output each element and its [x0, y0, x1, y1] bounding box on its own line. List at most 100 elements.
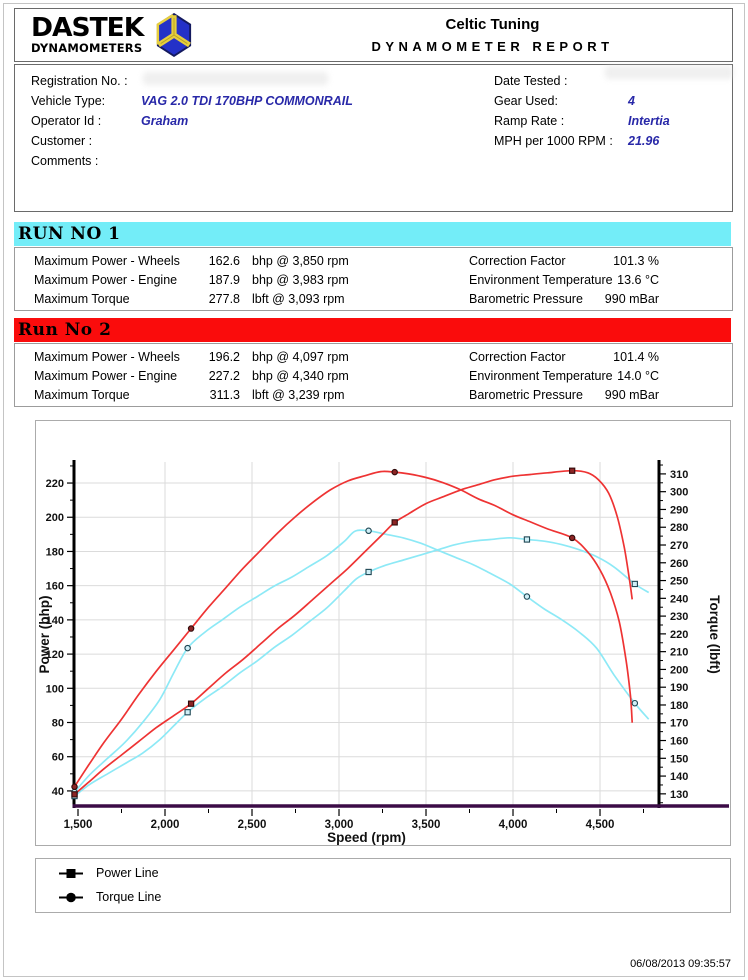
info-row: Date Tested : [494, 74, 670, 94]
torque-tick-label: 230 [670, 611, 688, 623]
dyno-chart: 40 60 80 100 120 140 160 180 200 220 130 140 150 160 1… [35, 420, 731, 846]
stat-row: Environment Temperature 14.0 °C [469, 369, 659, 388]
redacted-date-value [605, 66, 733, 79]
stats-column-right: Correction Factor 101.3 % Environment Temp… [469, 254, 659, 311]
power-marker [631, 580, 638, 588]
power-marker [523, 536, 531, 543]
dastek-logo: DASTEK DYNAMOMETERS [31, 13, 193, 57]
power-tick-label: 220 [46, 478, 64, 490]
run2-title: Run No 2 [18, 320, 112, 340]
legend-label: Power Line [96, 866, 159, 880]
info-row: Customer : [31, 134, 353, 154]
info-column-left: Registration No. : Vehicle Type: VAG 2.0 T… [31, 74, 353, 174]
info-label: Operator Id : [31, 114, 102, 128]
info-row: Vehicle Type: VAG 2.0 TDI 170BHP COMMONRA… [31, 94, 353, 114]
company-name: Celtic Tuning [445, 16, 540, 33]
torque-axis-title: Torque (lbft) [707, 595, 722, 673]
info-value: Graham [141, 114, 189, 128]
info-row: MPH per 1000 RPM : 21.96 [494, 134, 670, 154]
info-value: VAG 2.0 TDI 170BHP COMMONRAIL [141, 94, 353, 108]
info-row: Operator Id : Graham [31, 114, 353, 134]
stat-row: Maximum Power - Wheels 162.6 bhp @ 3,850 r… [34, 254, 349, 273]
stat-row: Barometric Pressure 990 mBar [469, 388, 659, 407]
stat-value: 277.8 [208, 292, 240, 306]
stat-value: 101.3 % [613, 254, 659, 268]
square-marker-icon [59, 868, 83, 878]
x-tick-label: 4,000 [499, 819, 528, 831]
stat-row: Maximum Torque 277.8 lbft @ 3,093 rpm [34, 292, 349, 311]
torque-tick-label: 240 [670, 593, 688, 605]
vehicle-info-panel: Registration No. : Vehicle Type: VAG 2.0 T… [14, 64, 733, 212]
stat-value: 187.9 [208, 273, 240, 287]
info-value: 4 [628, 94, 635, 108]
chart-legend: Power Line Torque Line [35, 858, 731, 913]
curve-run-1-torque [73, 529, 650, 793]
power-tick-label: 40 [52, 786, 64, 798]
stat-label: Maximum Power - Engine [34, 273, 178, 287]
x-tick-label: 2,000 [151, 819, 180, 831]
power-tick-label: 200 [46, 512, 64, 524]
torque-tick-label: 190 [670, 682, 688, 694]
torque-tick-label: 290 [670, 504, 688, 516]
redacted-registration-value [143, 72, 328, 85]
power-tick-label: 180 [46, 546, 64, 558]
torque-marker [365, 527, 372, 535]
info-label: Comments : [31, 154, 99, 168]
stat-row: Correction Factor 101.3 % [469, 254, 659, 273]
stat-row: Maximum Power - Engine 187.9 bhp @ 3,983 r… [34, 273, 349, 292]
info-label: Date Tested : [494, 74, 568, 88]
power-tick-label: 100 [46, 683, 64, 695]
x-tick-label: 1,500 [64, 819, 93, 831]
info-value: Intertia [628, 114, 670, 128]
stat-label: Environment Temperature [469, 369, 613, 383]
stat-row: Barometric Pressure 990 mBar [469, 292, 659, 311]
torque-tick-label: 210 [670, 647, 688, 659]
curve-run-2-torque [73, 470, 634, 788]
report-header: DASTEK DYNAMOMETERS Celtic Tuning DYNAMO… [14, 8, 733, 62]
info-label: Registration No. : [31, 74, 128, 88]
stat-row: Maximum Power - Engine 227.2 bhp @ 4,340 r… [34, 369, 349, 388]
info-column-right: Date Tested : Gear Used: 4 Ramp Rate : Inter… [494, 74, 670, 154]
torque-tick-label: 160 [670, 736, 688, 748]
stat-unit: bhp @ 4,340 rpm [252, 369, 349, 383]
stat-value: 196.2 [208, 350, 240, 364]
run2-header-bar: Run No 2 [14, 318, 731, 342]
stat-unit: bhp @ 3,850 rpm [252, 254, 349, 268]
power-tick-label: 120 [46, 649, 64, 661]
stat-label: Maximum Power - Wheels [34, 254, 180, 268]
torque-tick-label: 310 [670, 469, 688, 481]
logo-subtitle: DYNAMOMETERS [31, 41, 143, 56]
info-value: 21.96 [628, 134, 660, 148]
torque-marker [184, 644, 191, 652]
curve-run-2-power [73, 469, 634, 795]
torque-marker [187, 625, 195, 632]
stat-row: Environment Temperature 13.6 °C [469, 273, 659, 292]
dyno-chart-svg: 40 60 80 100 120 140 160 180 200 220 130 140 150 160 1… [37, 460, 729, 845]
stat-value: 311.3 [209, 388, 240, 402]
x-tick-label: 3,000 [325, 819, 354, 831]
x-tick-label: 3,500 [412, 819, 441, 831]
report-timestamp: 06/08/2013 09:35:57 [630, 958, 731, 970]
run1-header-bar: RUN NO 1 [14, 222, 731, 246]
stat-row: Maximum Power - Wheels 196.2 bhp @ 4,097 r… [34, 350, 349, 369]
run1-stats-panel: Maximum Power - Wheels 162.6 bhp @ 3,850 r… [14, 247, 733, 311]
power-marker [71, 791, 78, 798]
stat-unit: lbft @ 3,239 rpm [252, 388, 345, 402]
torque-tick-label: 200 [670, 664, 688, 676]
power-marker [391, 519, 398, 526]
legend-item: Power Line [58, 863, 730, 883]
stat-label: Maximum Power - Wheels [34, 350, 180, 364]
stat-unit: bhp @ 3,983 rpm [252, 273, 349, 287]
stat-label: Maximum Power - Engine [34, 369, 178, 383]
legend-item: Torque Line [58, 887, 730, 907]
torque-marker [568, 534, 576, 542]
stat-unit: bhp @ 4,097 rpm [252, 350, 349, 364]
stat-value: 990 mBar [604, 388, 659, 402]
torque-tick-label: 270 [670, 540, 688, 552]
stat-label: Maximum Torque [34, 388, 130, 402]
stat-unit: lbft @ 3,093 rpm [252, 292, 345, 306]
info-row: Gear Used: 4 [494, 94, 670, 114]
info-label: Vehicle Type: [31, 94, 106, 108]
power-axis-title: Power (bhp) [37, 596, 52, 674]
torque-tick-label: 220 [670, 629, 688, 641]
